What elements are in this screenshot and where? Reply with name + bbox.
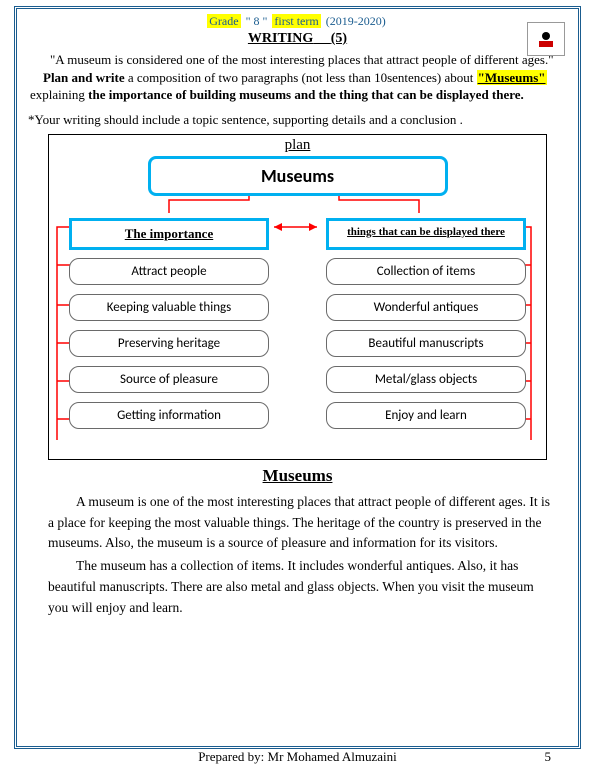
essay-p1: A museum is one of the most interesting … [48,492,551,555]
quote-text: "A museum is considered one of the most … [50,52,554,67]
grade-label: Grade [207,14,240,28]
intro-text: "A museum is considered one of the most … [30,51,565,104]
item-box: Attract people [69,258,269,285]
writing-title: WRITING (5) [26,31,569,47]
comp-text: a composition of two paragraphs (not les… [125,70,477,85]
item-box: Getting information [69,402,269,429]
essay-p2: The museum has a collection of items. It… [48,556,551,619]
intro-quote: "A museum is considered one of the most … [30,51,565,104]
item-box: Collection of items [326,258,526,285]
columns: Attract people Keeping valuable things P… [69,258,526,429]
item-box: Metal/glass objects [326,366,526,393]
page-content: Grade " 8 " first term (2019-2020) WRITI… [20,10,575,743]
plan-frame: plan Museums [48,134,547,460]
year-label: (2019-2020) [324,14,388,28]
sub-row: The importance things that can be displa… [69,218,526,250]
bold-rest: the importance of building museums and t… [88,87,524,102]
grade-num: " 8 " [244,14,270,28]
writing-note: *Your writing should include a topic sen… [28,112,565,128]
sub-box-right: things that can be displayed there [326,218,526,250]
term-label: first term [272,14,320,28]
footer: Prepared by: Mr Mohamed Almuzaini 5 [0,749,595,765]
header-line: Grade " 8 " first term (2019-2020) [26,14,569,29]
left-column: Attract people Keeping valuable things P… [69,258,269,429]
essay-body: A museum is one of the most interesting … [48,492,551,620]
item-box: Enjoy and learn [326,402,526,429]
topic-highlight: "Museums" [477,70,547,85]
logo-stamp [527,22,565,56]
explain-text: explaining [30,87,88,102]
sub-box-left: The importance [69,218,269,250]
item-box: Beautiful manuscripts [326,330,526,357]
writing-word: WRITING [248,31,313,46]
right-column: Collection of items Wonderful antiques B… [326,258,526,429]
main-topic-box: Museums [148,156,448,196]
item-box: Wonderful antiques [326,294,526,321]
plan-write-bold: Plan and write [43,70,125,85]
item-box: Preserving heritage [69,330,269,357]
item-box: Keeping valuable things [69,294,269,321]
prepared-by: Prepared by: Mr Mohamed Almuzaini [198,749,397,764]
page-number: 5 [545,749,552,765]
item-box: Source of pleasure [69,366,269,393]
essay-title: Museums [26,466,569,486]
writing-number: (5) [331,31,347,46]
